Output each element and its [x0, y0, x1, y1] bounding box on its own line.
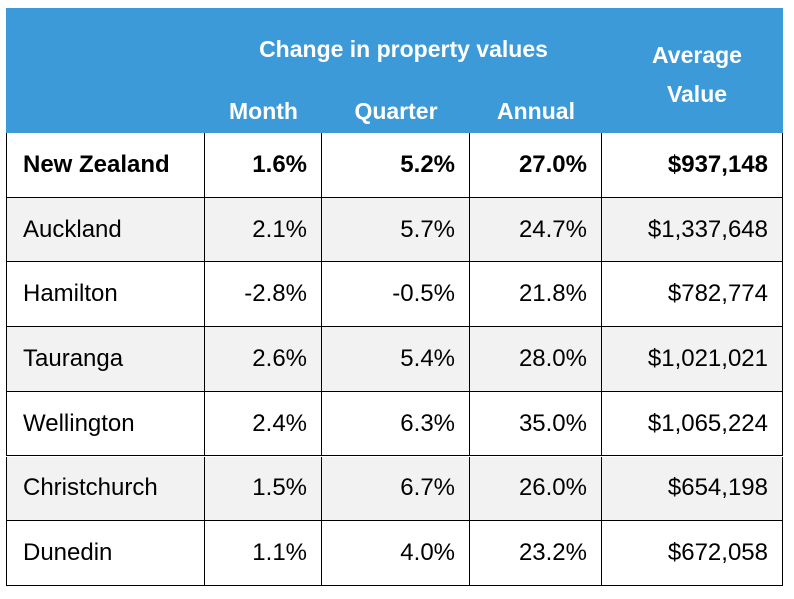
table-cell: 6.3%	[322, 391, 470, 457]
table-cell: $1,065,224	[602, 391, 783, 457]
table-cell: 27.0%	[470, 133, 602, 198]
table-cell: Dunedin	[6, 521, 205, 586]
table-cell: New Zealand	[6, 133, 205, 198]
column-header: Month	[229, 98, 298, 124]
table-cell: Auckland	[6, 197, 205, 263]
table-cell: Christchurch	[6, 456, 205, 522]
table-cell: 5.7%	[322, 197, 470, 263]
table-cell: 28.0%	[470, 327, 602, 392]
table-cell: $672,058	[602, 521, 783, 586]
group-label: Change in property values	[259, 36, 548, 62]
column-header: Quarter	[354, 98, 438, 124]
table-cell: 26.0%	[470, 456, 602, 522]
table-cell: $782,774	[602, 262, 783, 328]
table-cell: 4.0%	[322, 521, 470, 586]
table-cell: 2.1%	[205, 197, 322, 263]
table-cell: 1.6%	[205, 133, 322, 198]
table-cell: $1,021,021	[602, 327, 783, 392]
column-header: Annual	[497, 98, 575, 124]
table-cell: -2.8%	[205, 262, 322, 328]
table-header: Change in property values Month Quarter …	[6, 8, 783, 133]
table-cell: Hamilton	[6, 262, 205, 328]
table-cell: Wellington	[6, 391, 205, 457]
table-cell: Tauranga	[6, 327, 205, 392]
average-header: Average Value	[652, 42, 742, 107]
table-cell: 5.4%	[322, 327, 470, 392]
table-cell: $1,337,648	[602, 197, 783, 263]
table-cell: 1.1%	[205, 521, 322, 586]
table-cell: 6.7%	[322, 456, 470, 522]
table-cell: 24.7%	[470, 197, 602, 263]
table-cell: $654,198	[602, 456, 783, 522]
table-cell: 2.4%	[205, 391, 322, 457]
table-cell: 5.2%	[322, 133, 470, 198]
table-cell: -0.5%	[322, 262, 470, 328]
table-cell: 23.2%	[470, 521, 602, 586]
table-cell: $937,148	[602, 133, 783, 198]
table-cell: 2.6%	[205, 327, 322, 392]
table-cell: 21.8%	[470, 262, 602, 328]
table-cell: 1.5%	[205, 456, 322, 522]
table-cell: 35.0%	[470, 391, 602, 457]
